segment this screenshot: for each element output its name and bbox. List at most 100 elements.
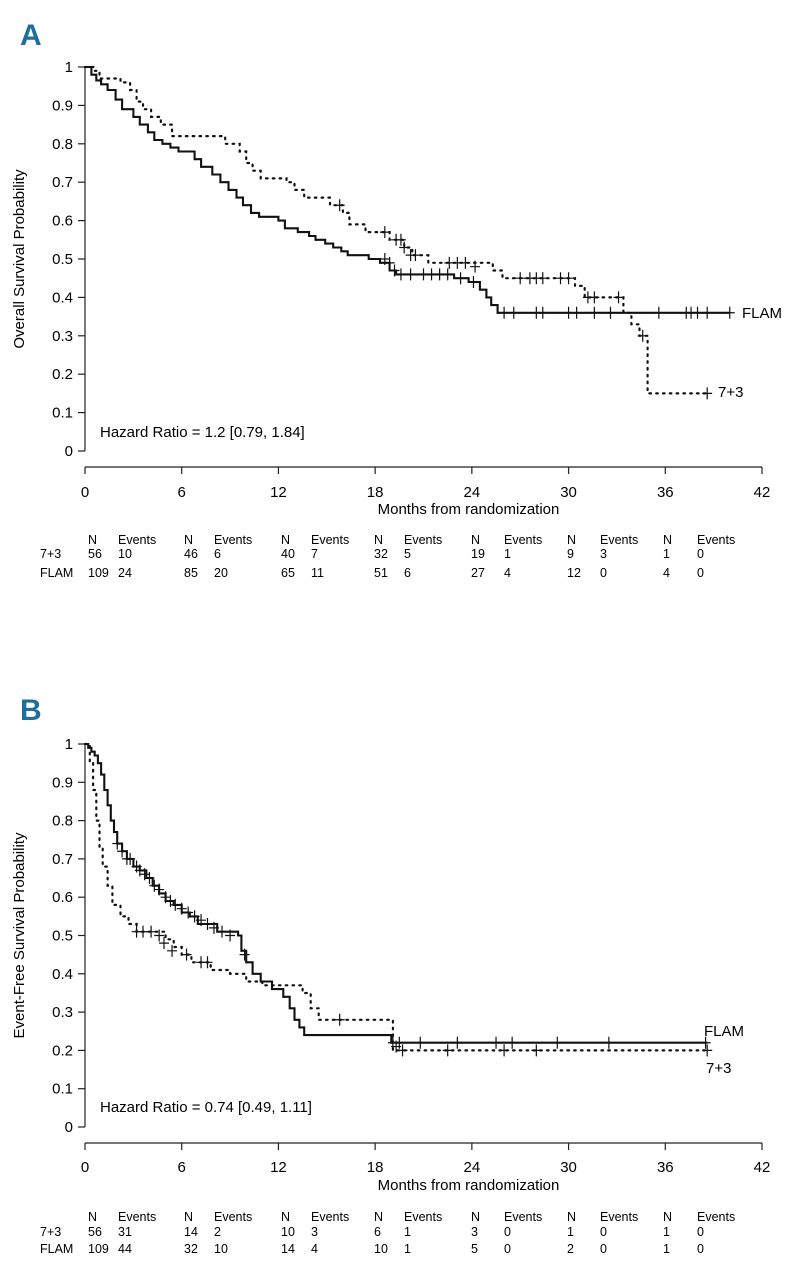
x-tick-label: 12 (270, 484, 287, 501)
risk-table-cell: 19 (471, 547, 485, 561)
risk-table-cell: 1 (663, 547, 670, 561)
censor-mark-seven-plus-three (515, 272, 526, 285)
x-tick-label: 0 (81, 1159, 89, 1176)
censor-mark-flam (700, 1036, 711, 1049)
y-tick-label: 0.4 (52, 966, 73, 983)
risk-table-cell: 32 (374, 547, 388, 561)
censor-mark-flam (589, 306, 600, 319)
risk-table-header: N (471, 1210, 480, 1224)
series-line-seven-plus-three (83, 742, 709, 1052)
y-axis-label: Event-Free Survival Probability (11, 832, 28, 1038)
risk-table-cell: 3 (471, 1225, 478, 1239)
censor-mark-seven-plus-three (470, 260, 481, 273)
risk-table-cell: 4 (504, 566, 511, 580)
y-tick-label: 0.6 (52, 213, 73, 230)
panel-label: B (20, 694, 42, 727)
risk-table-header: N (88, 533, 97, 547)
censor-mark-flam (395, 268, 406, 281)
y-tick-label: 0.5 (52, 251, 73, 268)
censor-mark-flam (189, 910, 200, 923)
risk-table-header: N (374, 533, 383, 547)
risk-table-cell: 0 (600, 1225, 607, 1239)
censor-mark-flam (239, 948, 250, 961)
censor-mark-flam (170, 898, 181, 911)
risk-table-cell: 14 (184, 1225, 198, 1239)
x-tick-label: 12 (270, 1159, 287, 1176)
risk-table-cell: 109 (88, 566, 109, 580)
y-tick-label: 0.3 (52, 1004, 73, 1021)
risk-table-cell: 3 (600, 547, 607, 561)
series-line-flam (85, 742, 708, 1044)
risk-table-cell: 1 (663, 1225, 670, 1239)
censor-mark-seven-plus-three (158, 937, 169, 950)
risk-table-header: Events (504, 1210, 542, 1224)
x-tick-label: 30 (560, 1159, 577, 1176)
risk-table-header: Events (404, 1210, 442, 1224)
x-tick-label: 36 (657, 1159, 674, 1176)
x-tick-label: 30 (560, 484, 577, 501)
censor-mark-seven-plus-three (460, 256, 471, 269)
risk-table-header: Events (214, 533, 252, 547)
y-tick-label: 0.5 (52, 928, 73, 945)
series-end-label-flam: FLAM (704, 1023, 744, 1040)
x-tick-label: 18 (367, 1159, 384, 1176)
risk-table-cell: 40 (281, 547, 295, 561)
risk-table-row-label: 7+3 (40, 547, 61, 561)
risk-table-cell: 5 (404, 547, 411, 561)
risk-table-cell: 6 (374, 1225, 381, 1239)
risk-table-cell: 56 (88, 547, 102, 561)
censor-mark-seven-plus-three (334, 1013, 345, 1026)
y-axis-label: Overall Survival Probability (11, 169, 28, 349)
censor-mark-flam (405, 268, 416, 281)
x-tick-label: 6 (178, 1159, 186, 1176)
risk-table-cell: 2 (214, 1225, 221, 1239)
censor-mark-seven-plus-three (702, 1044, 713, 1057)
censor-mark-flam (571, 306, 582, 319)
risk-table-cell: 20 (214, 566, 228, 580)
censor-mark-seven-plus-three (391, 1040, 402, 1053)
risk-table-cell: 1 (567, 1225, 574, 1239)
y-tick-label: 0.7 (52, 851, 73, 868)
y-tick-label: 0.2 (52, 1042, 73, 1059)
censor-mark-seven-plus-three (442, 1044, 453, 1057)
risk-table-cell: 3 (311, 1225, 318, 1239)
risk-table-cell: 44 (118, 1242, 132, 1256)
risk-table-header: N (471, 533, 480, 547)
censor-mark-flam (125, 852, 136, 865)
risk-table: N Events N Events N Events N Events N Events N Even… (40, 1210, 735, 1256)
y-tick-label: 0.3 (52, 328, 73, 345)
y-tick-label: 0 (65, 1119, 73, 1136)
panel-b: B00.10.20.30.40.50.60.70.80.910 6 12 18 24 30… (11, 694, 770, 1256)
risk-table-header: N (281, 1210, 290, 1224)
risk-table-cell: 10 (214, 1242, 228, 1256)
censor-mark-seven-plus-three (146, 925, 157, 938)
risk-table-cell: 14 (281, 1242, 295, 1256)
censor-mark-flam (415, 1036, 426, 1049)
series-line-flam (85, 65, 730, 314)
censor-mark-seven-plus-three (499, 1044, 510, 1057)
risk-table-header: Events (118, 533, 156, 547)
risk-table-cell: 109 (88, 1242, 109, 1256)
risk-table-cell: 6 (404, 566, 411, 580)
risk-table-cell: 4 (663, 566, 670, 580)
censor-mark-seven-plus-three (334, 199, 345, 212)
censor-mark-flam (117, 845, 128, 858)
censor-mark-flam (468, 276, 479, 289)
panel-label: A (20, 19, 42, 52)
hazard-ratio-annotation: Hazard Ratio = 1.2 [0.79, 1.84] (100, 424, 305, 441)
risk-table-cell: 0 (697, 1242, 704, 1256)
y-tick-label: 0.8 (52, 813, 73, 830)
risk-table-cell: 85 (184, 566, 198, 580)
series-end-label-seven-plus-three: 7+3 (706, 1060, 731, 1077)
risk-table-cell: 10 (281, 1225, 295, 1239)
risk-table-header: N (184, 533, 193, 547)
risk-table-header: N (281, 533, 290, 547)
risk-table-cell: 0 (504, 1242, 511, 1256)
censor-mark-seven-plus-three (181, 948, 192, 961)
risk-table: N Events N Events N Events N Events N Events N Even… (40, 533, 735, 580)
risk-table-header: N (663, 1210, 672, 1224)
risk-table-cell: 4 (311, 1242, 318, 1256)
risk-table-cell: 24 (118, 566, 132, 580)
risk-table-header: Events (697, 533, 735, 547)
